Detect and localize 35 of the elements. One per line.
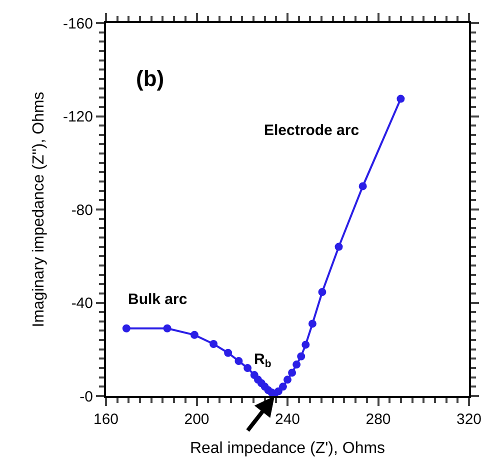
point [302, 340, 310, 349]
annotation: Electrode arc [264, 122, 360, 139]
y-tick-label: -0 [80, 388, 93, 406]
annotation: (b) [136, 66, 164, 91]
y-tick-label: -80 [71, 202, 93, 219]
x-tick-label: 280 [366, 411, 391, 428]
point [122, 324, 130, 332]
point [163, 324, 172, 332]
point [284, 376, 292, 384]
point [274, 387, 282, 396]
point [288, 368, 296, 377]
point [358, 182, 367, 190]
point [396, 94, 405, 103]
point [224, 348, 232, 357]
x-axis-title: Real impedance (Z'), Ohms [190, 440, 386, 458]
x-tick-label: 320 [456, 411, 482, 428]
point [190, 330, 198, 339]
x-tick-label: 240 [274, 411, 300, 428]
x-tick-label: 160 [93, 411, 119, 428]
point [308, 320, 316, 328]
y-tick-label: -40 [71, 295, 93, 312]
y-tick-label: -120 [62, 108, 93, 126]
point [318, 288, 326, 296]
point [234, 357, 243, 366]
annotation: Bulk arc [128, 291, 188, 308]
point [297, 352, 306, 360]
point [210, 340, 218, 348]
point [244, 364, 252, 372]
point [334, 242, 343, 251]
y-axis-title: Imaginary impedance (Z''), Ohms [30, 92, 48, 328]
x-tick-label: 200 [184, 411, 210, 428]
y-tick-label: -160 [62, 15, 93, 32]
point [292, 360, 301, 369]
point [278, 382, 287, 391]
annotation: R$_{b}$ [254, 351, 272, 370]
